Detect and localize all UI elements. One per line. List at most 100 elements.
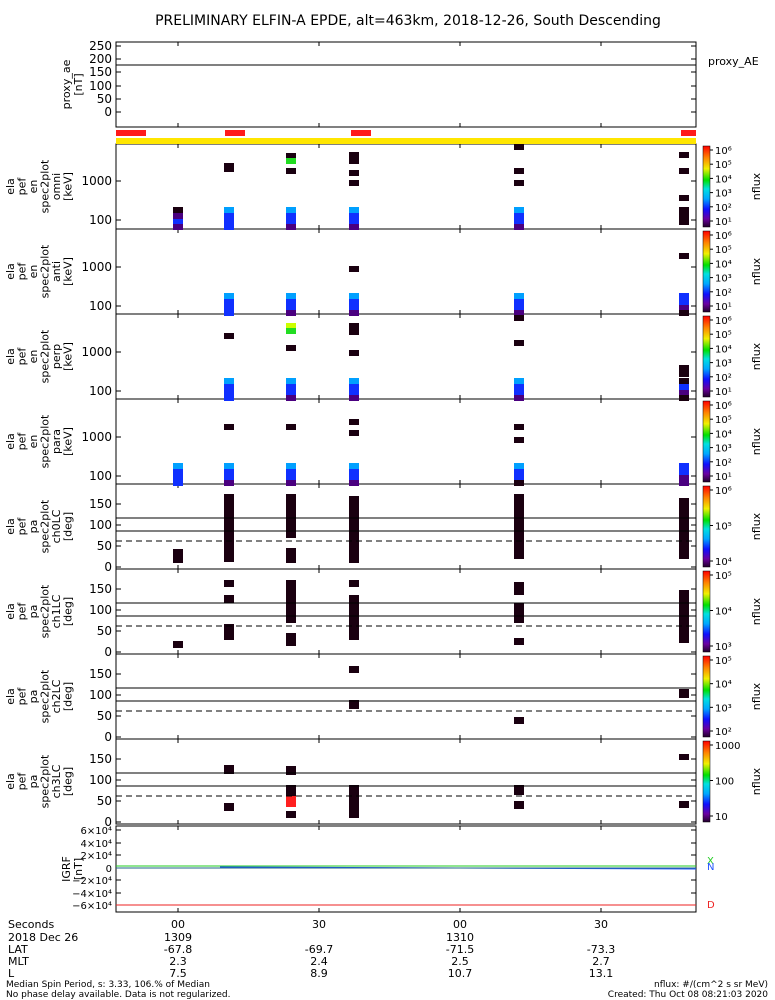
spectrogram-pixel — [679, 390, 689, 396]
spectrogram-pixel — [349, 266, 359, 272]
colorbar-tick-label: 10⁴ — [715, 344, 732, 355]
row-label-seconds: Seconds — [8, 918, 54, 931]
spectrogram-pixel — [286, 207, 296, 213]
spectrogram-pixel — [679, 253, 689, 259]
spectrogram-pixel — [224, 384, 234, 390]
spectrogram-pixel — [349, 384, 359, 390]
spectrogram-pixel — [224, 580, 234, 587]
y-axis-label: para — [50, 429, 63, 454]
spectrogram-pixel — [349, 170, 359, 176]
row-label-mlt: MLT — [8, 955, 29, 968]
spectrogram-pixel — [224, 305, 234, 311]
spectrogram-pixel — [349, 207, 359, 213]
panel-frame — [115, 483, 697, 570]
spectrogram-pixel — [224, 803, 234, 811]
colorbar-tick-label: 10⁴ — [715, 429, 732, 440]
spectrogram-pixel — [224, 480, 234, 486]
y-axis-label: pef — [16, 432, 29, 451]
spectrogram-pixel — [349, 152, 359, 158]
colorbar-tick-label: 10³ — [715, 274, 732, 285]
tick-l: 10.7 — [448, 967, 473, 980]
spectrogram-pixel — [349, 469, 359, 475]
y-tick-label: 150 — [89, 752, 112, 766]
y-axis-label: spec2plot — [39, 754, 52, 808]
spectrogram-pixel — [349, 158, 359, 164]
spectrogram-pixel — [514, 424, 524, 430]
spectrogram-pixel — [349, 299, 359, 305]
spectrogram-pixel — [679, 168, 689, 174]
panel-frame — [115, 653, 697, 740]
spectrogram-pixel — [349, 213, 359, 219]
colorbar-tick-label: 10⁶ — [715, 146, 732, 157]
y-axis-label: [keV] — [62, 172, 75, 201]
y-axis-label: [nT] — [72, 858, 85, 880]
colorbar-tick-label: 10⁵ — [715, 245, 732, 256]
spectrogram-pixel — [679, 310, 689, 316]
colorbar-label: nflux — [750, 342, 763, 370]
colorbar-label: nflux — [750, 767, 763, 795]
igrf-d-legend: D — [707, 900, 715, 911]
spectrogram-pixel — [679, 365, 689, 371]
y-tick-label: 50 — [97, 624, 112, 638]
spectrogram-pixel — [514, 315, 524, 321]
y-tick-label: 0 — [104, 560, 112, 574]
spectrogram-pixel — [514, 219, 524, 225]
y-tick-label: 0 — [104, 730, 112, 744]
colorbar-ch3LC: 1000 100 10 nflux — [702, 740, 763, 823]
y-axis-label: IGRF — [60, 856, 73, 882]
y-axis-label: [deg] — [62, 512, 75, 541]
y-axis-label: [keV] — [62, 342, 75, 371]
y-tick-label: 200 — [89, 52, 112, 66]
spectrogram-pixel — [349, 419, 359, 425]
y-axis-label: ch0LC — [50, 509, 63, 543]
y-axis-label: [deg] — [62, 767, 75, 796]
y-tick-label: 1000 — [81, 174, 112, 188]
y-axis-label: pa — [27, 690, 40, 704]
spectrogram-pixel — [514, 384, 524, 390]
spectrogram-pixel — [349, 496, 359, 563]
colorbar-tick-label: 10² — [715, 288, 732, 299]
spectrogram-pixel — [286, 424, 296, 430]
y-tick-label: 50 — [97, 794, 112, 808]
spectrogram-pixel — [224, 469, 234, 475]
tick-lat: -69.7 — [305, 943, 333, 956]
y-axis-label: spec2plot — [39, 499, 52, 553]
colorbar-gradient — [702, 740, 711, 823]
panel-frame — [115, 568, 697, 655]
panel-frame — [115, 41, 697, 128]
spectrogram-pixel — [286, 293, 296, 299]
colorbar-anti: 10⁶ 10⁵ 10⁴ 10³ 10² 10¹ nflux — [702, 230, 763, 313]
y-axis-label: ela — [4, 773, 17, 790]
y-axis-label: pef — [16, 177, 29, 196]
y-tick-label: 1000 — [81, 345, 112, 359]
spectrogram-pixel — [514, 390, 524, 396]
spectrogram-pixel — [514, 310, 524, 316]
status-bars — [116, 130, 696, 144]
colorbar-tick-label: 10⁴ — [715, 259, 732, 270]
spectrogram-pixel — [349, 378, 359, 384]
spectrogram-pixel — [679, 152, 689, 158]
spectrogram-pixel — [224, 299, 234, 305]
colorbar-tick-label: 10⁶ — [715, 231, 732, 242]
y-tick-label: 2×10⁴ — [81, 851, 112, 862]
spectrogram-pixel — [679, 480, 689, 486]
spectrogram-pixel — [349, 700, 359, 709]
y-axis-label: spec2plot — [39, 584, 52, 638]
colorbar-gradient — [702, 655, 711, 738]
spectrogram-pixel — [349, 350, 359, 356]
panel-frame — [115, 738, 697, 825]
spectrogram-pixel — [286, 305, 296, 311]
colorbar-tick-label: 10⁴ — [715, 174, 732, 185]
y-tick-label: −2×10⁴ — [72, 876, 112, 887]
spectrogram-pixel — [286, 390, 296, 396]
spectrogram-pixel — [224, 595, 234, 603]
spectrogram-pixel — [514, 463, 524, 469]
y-tick-label: 150 — [89, 582, 112, 596]
y-axis-label: ela — [4, 518, 17, 535]
y-tick-label: 1000 — [81, 430, 112, 444]
spectrogram-pixel — [679, 219, 689, 225]
igrf-x-legend: X — [707, 856, 714, 867]
